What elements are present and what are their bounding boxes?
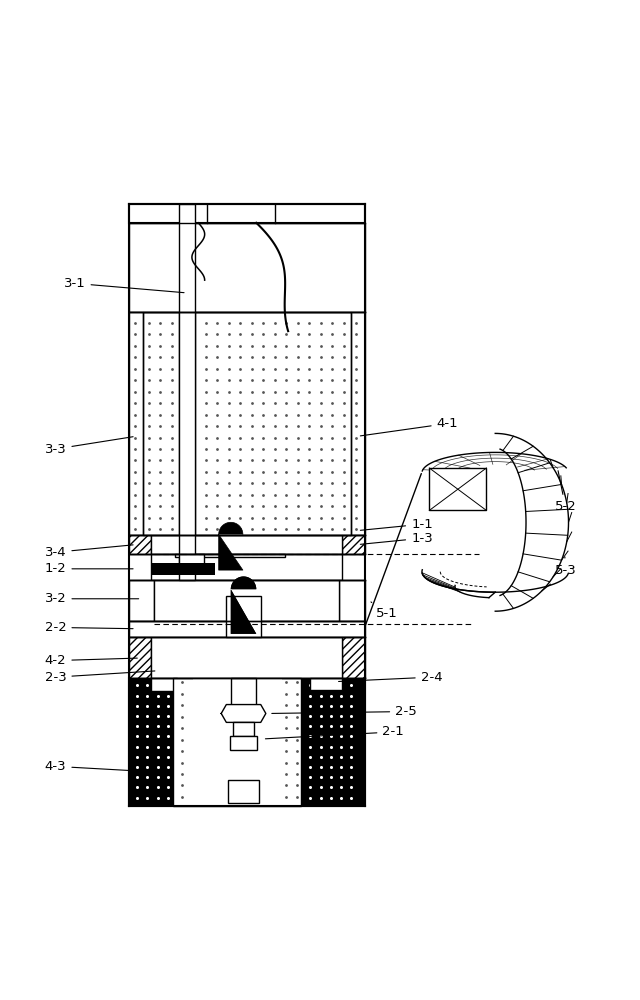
Bar [226, 596, 261, 637]
Text: 3-2: 3-2 [45, 592, 139, 605]
Text: 2-2: 2-2 [45, 621, 133, 634]
Bar [151, 678, 177, 691]
Text: 1-1: 1-1 [360, 518, 433, 531]
Polygon shape [221, 705, 266, 722]
Bar [129, 637, 151, 678]
Text: 3-3: 3-3 [45, 437, 133, 456]
Bar [154, 580, 339, 621]
Text: 4-1: 4-1 [360, 417, 458, 436]
Bar [129, 535, 151, 554]
Bar [151, 637, 342, 678]
Text: 2-5: 2-5 [272, 705, 417, 718]
Text: 3-4: 3-4 [45, 545, 133, 559]
Text: 2-4: 2-4 [339, 671, 442, 684]
Text: 5-3: 5-3 [554, 557, 576, 577]
Bar [230, 736, 257, 750]
Bar [342, 535, 365, 554]
Text: 5-1: 5-1 [371, 602, 398, 620]
Bar [129, 312, 143, 535]
Bar [175, 554, 285, 557]
Bar [193, 678, 282, 806]
Text: 2-3: 2-3 [45, 671, 155, 684]
Text: 1-3: 1-3 [360, 532, 433, 545]
Bar [151, 554, 342, 580]
Bar [173, 678, 301, 806]
Bar [429, 468, 486, 510]
Text: 1-2: 1-2 [45, 562, 133, 575]
Bar [310, 678, 342, 690]
Bar [129, 621, 365, 637]
Bar [228, 780, 259, 803]
Bar [129, 204, 365, 223]
Bar [143, 312, 351, 535]
Bar [151, 535, 342, 554]
Bar [179, 312, 195, 535]
Polygon shape [231, 576, 256, 634]
Bar [129, 580, 154, 621]
Bar [351, 312, 365, 535]
Polygon shape [219, 522, 243, 570]
Bar [151, 563, 216, 575]
Text: 3-1: 3-1 [64, 277, 184, 293]
Bar [231, 678, 256, 707]
Bar [339, 580, 365, 621]
Text: 4-3: 4-3 [45, 760, 132, 773]
Bar [129, 223, 365, 312]
Bar [179, 204, 195, 580]
Text: 5-2: 5-2 [554, 471, 576, 513]
Bar [179, 554, 204, 566]
Bar [129, 678, 365, 806]
Bar [342, 637, 365, 678]
Text: 2-1: 2-1 [266, 725, 404, 739]
Bar [234, 722, 253, 736]
Polygon shape [231, 576, 256, 634]
Text: 4-2: 4-2 [45, 654, 137, 667]
